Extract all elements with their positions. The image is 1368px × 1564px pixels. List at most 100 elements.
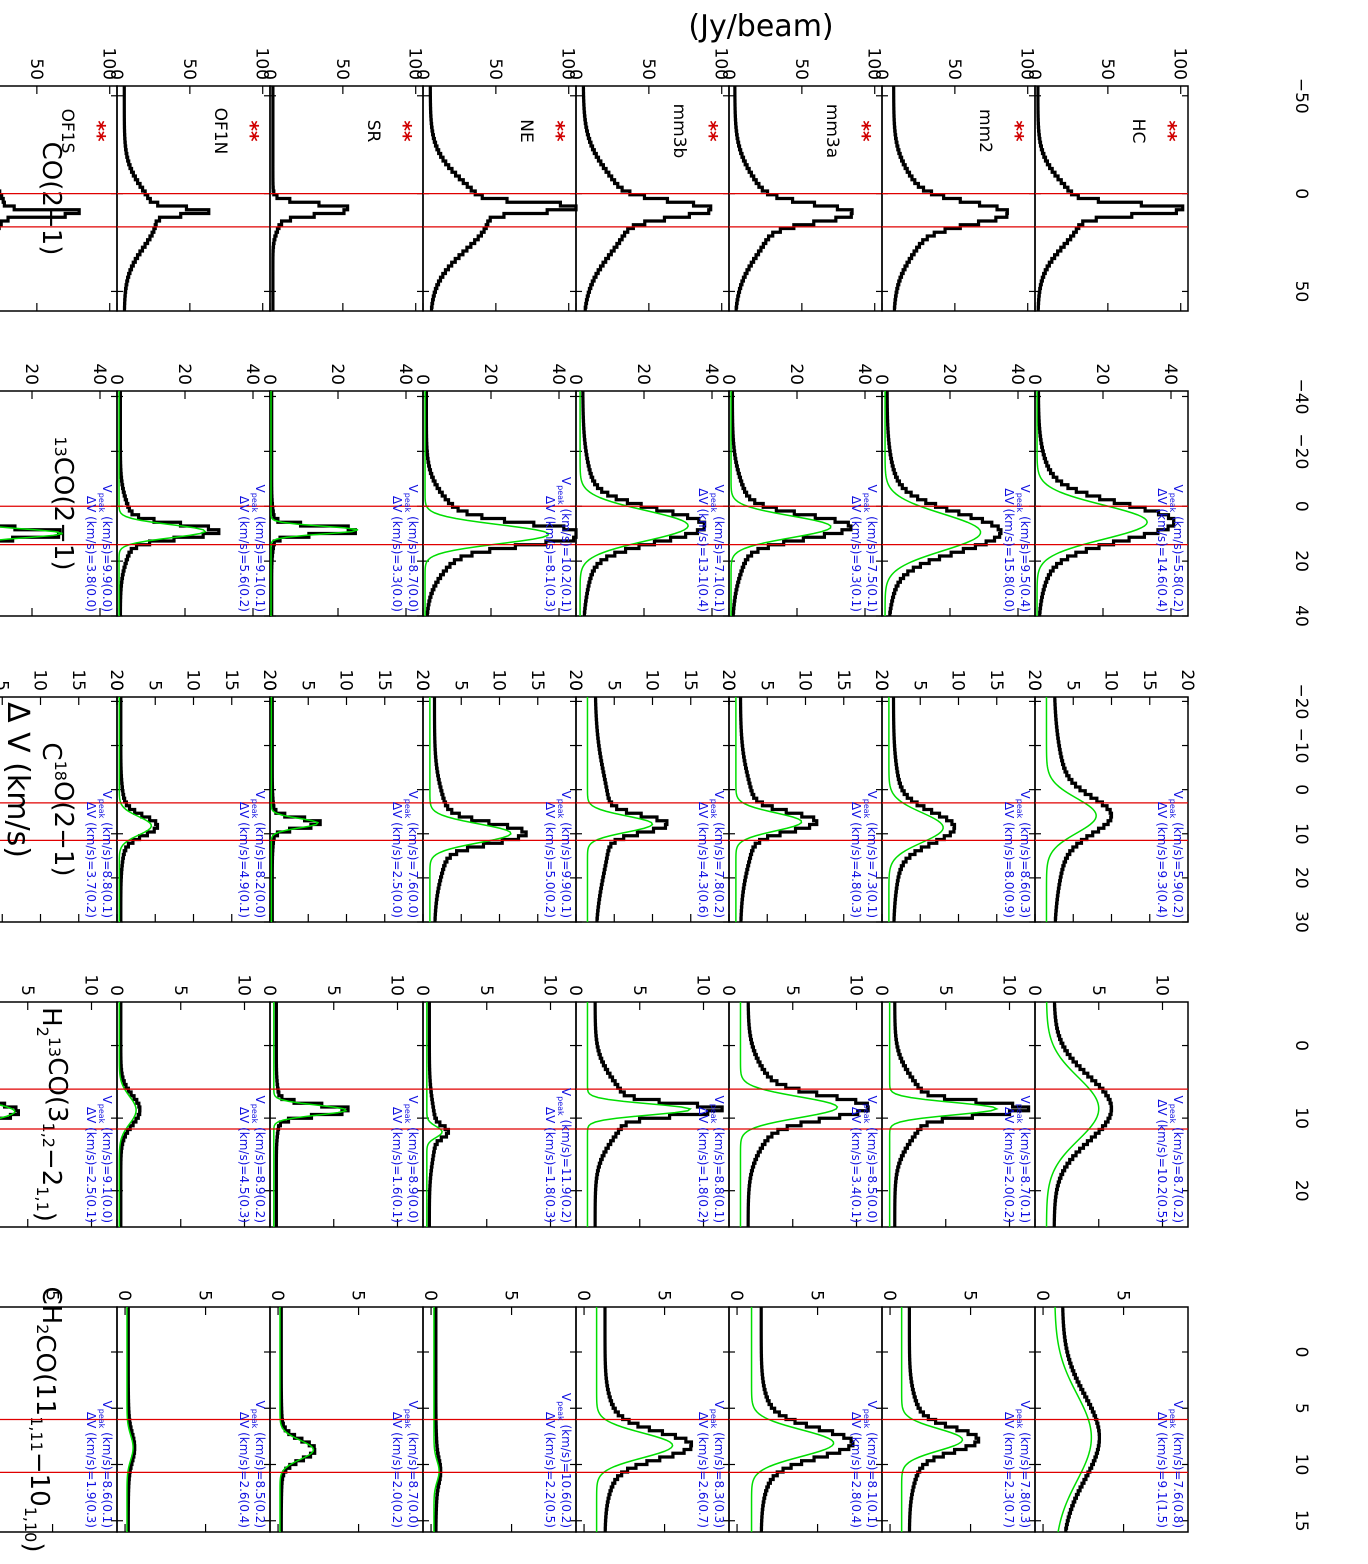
gaussian-fit-line xyxy=(118,391,207,616)
vpeak-subscript: peak xyxy=(403,799,412,819)
vpeak-subscript: peak xyxy=(97,493,106,513)
vpeak-unit: (km/s)= xyxy=(865,512,879,564)
vpeak-annotation: Vpeak (km/s)=8.6(0.1) xyxy=(97,1401,114,1528)
title-main: CO(2−1) xyxy=(36,142,66,256)
y-tick-label: 100 xyxy=(1170,48,1190,80)
vpeak-unit: (km/s)= xyxy=(1018,1123,1032,1175)
panel-mm3b: 0 5 10 15 20 Vpeak (km/s)=7.8(0.2)ΔV (km/s)=4… xyxy=(565,669,738,923)
panel-HC: 0 5 10 15 20 Vpeak (km/s)=5.9(0.2)ΔV (km/s)=9… xyxy=(1024,669,1197,923)
dv-value: ΔV (km/s)=5.6(0.2) xyxy=(237,496,251,612)
vpeak-annotation: Vpeak (km/s)=7.3(0.1) xyxy=(862,791,879,918)
title-main: O(2−1) xyxy=(48,781,78,877)
vpeak-subscript: peak xyxy=(250,493,259,513)
y-axis-label: (Jy/beam) xyxy=(688,9,833,44)
y-tick-label: 40 xyxy=(1007,363,1027,385)
y-tick-label: 20 xyxy=(633,363,653,385)
y-tick-label: 0 xyxy=(871,69,891,80)
y-tick-label: 0 xyxy=(412,680,432,691)
x-tick-label: 0 xyxy=(1291,1040,1311,1051)
dv-annotation: ΔV (km/s)=8.1(0.3) xyxy=(543,496,557,612)
vpeak-annotation: Vpeak (km/s)=8.5(0.0) xyxy=(862,1096,879,1223)
y-tick-label: 15 xyxy=(527,669,547,691)
title-superscript: 13 xyxy=(45,1037,64,1057)
y-tick-label: 0 xyxy=(565,680,585,691)
vpeak-subscript: peak xyxy=(709,799,718,819)
y-tick-label: 20 xyxy=(21,363,41,385)
vpeak-annotation: Vpeak (km/s)=7.1(0.1) xyxy=(709,485,726,612)
vpeak-subscript: peak xyxy=(862,1409,871,1429)
y-tick-label: 0 xyxy=(565,69,585,80)
y-tick-label: 5 xyxy=(0,680,11,691)
x-tick-label: 10 xyxy=(1291,1454,1311,1476)
dv-annotation: ΔV (km/s)=2.0(0.2) xyxy=(390,1412,404,1528)
y-tick-label: 10 xyxy=(336,669,356,691)
y-tick-label: 0 xyxy=(1024,680,1044,691)
y-tick-label: 5 xyxy=(960,1290,980,1301)
vpeak-subscript: peak xyxy=(97,1409,106,1429)
vpeak-subscript: peak xyxy=(97,1104,106,1124)
vpeak-unit: (km/s)= xyxy=(559,505,573,557)
vpeak-annotation: Vpeak (km/s)=10.6(0.2) xyxy=(556,1393,573,1528)
vpeak-symbol: V xyxy=(100,1401,114,1410)
vpeak-symbol: V xyxy=(1018,1401,1032,1410)
y-tick-label: 0 xyxy=(718,985,738,996)
y-tick-label: 50 xyxy=(791,58,811,80)
rotated-plot-frame: CO(2−1)−50050050100**OF1S050100**OF1N050… xyxy=(0,9,1311,1553)
vpeak-symbol: V xyxy=(406,1401,420,1410)
vpeak-unit: (km/s)= xyxy=(406,818,420,870)
spectrum-line xyxy=(427,1002,451,1227)
vpeak-annotation: Vpeak (km/s)=8.7(0.1) xyxy=(1015,1096,1032,1223)
dv-value: ΔV (km/s)=2.5(0.0) xyxy=(390,802,404,918)
panel-OF1N: 0 20 40 Vpeak (km/s)=9.1(0.1)ΔV (km/s)=5.6(… xyxy=(106,363,271,617)
spectrum-line xyxy=(885,391,1003,616)
y-tick-label: 5 xyxy=(629,985,649,996)
vpeak-value: 7.5(0.1) xyxy=(865,564,879,612)
detection-stars: ** xyxy=(545,121,569,142)
vpeak-symbol: V xyxy=(253,791,267,800)
spectrum-line xyxy=(122,86,211,311)
vpeak-subscript: peak xyxy=(556,1401,565,1421)
dv-value: ΔV (km/s)=2.6(0.4) xyxy=(237,1412,251,1528)
panel-SR: 0 5 10 15 20 Vpeak (km/s)=7.6(0.0)ΔV (km/s)=2… xyxy=(259,669,432,923)
vpeak-value: 7.8(0.3) xyxy=(1018,1480,1032,1528)
vpeak-value: 7.1(0.1) xyxy=(712,564,726,612)
vpeak-subscript: peak xyxy=(862,493,871,513)
vpeak-value: 8.5(0.2) xyxy=(253,1480,267,1528)
spectrum-line xyxy=(581,391,707,616)
source-name: SR xyxy=(363,120,383,143)
y-tick-label: 40 xyxy=(548,363,568,385)
vpeak-annotation: Vpeak (km/s)=9.1(0.0) xyxy=(97,1096,114,1223)
y-tick-label: 10 xyxy=(795,669,815,691)
vpeak-annotation: Vpeak (km/s)=8.9(0.0) xyxy=(403,1096,420,1223)
vpeak-unit: (km/s)= xyxy=(100,512,114,564)
panel-mm3a: 0 5 10 Vpeak (km/s)=8.5(0.0)ΔV (km/s)=3.4(0… xyxy=(718,974,883,1228)
dv-annotation: ΔV (km/s)=1.9(0.3) xyxy=(84,1412,98,1528)
vpeak-unit: (km/s)= xyxy=(712,1428,726,1480)
dv-annotation: ΔV (km/s)=2.6(0.7) xyxy=(696,1412,710,1528)
vpeak-subscript: peak xyxy=(1168,799,1177,819)
vpeak-unit: (km/s)= xyxy=(100,1123,114,1175)
panel-frame xyxy=(1034,390,1189,617)
vpeak-symbol: V xyxy=(712,485,726,494)
y-tick-label: 0 xyxy=(106,985,126,996)
dv-annotation: ΔV (km/s)=4.9(0.1) xyxy=(237,802,251,918)
x-tick-label: 20 xyxy=(1291,550,1311,572)
spectrum-line xyxy=(119,697,160,922)
vpeak-value: 8.6(0.3) xyxy=(1018,870,1032,918)
vpeak-annotation: Vpeak (km/s)=8.3(0.3) xyxy=(709,1401,726,1528)
y-tick-label: 0 xyxy=(1032,1290,1052,1301)
y-tick-label: 0 xyxy=(259,374,279,385)
gaussian-fit-line xyxy=(1036,391,1148,616)
panel-mm3a: 0 50 100 ** mm3a xyxy=(718,48,884,312)
y-tick-label: 0 xyxy=(726,1290,746,1301)
vpeak-subscript: peak xyxy=(1168,493,1177,513)
dv-value: ΔV (km/s)=3.4(0.1) xyxy=(849,1107,863,1223)
x-tick-label: 10 xyxy=(1291,1107,1311,1129)
dv-value: ΔV (km/s)=4.3(0.6) xyxy=(696,802,710,918)
vpeak-subscript: peak xyxy=(1015,1104,1024,1124)
vpeak-unit: (km/s)= xyxy=(253,1123,267,1175)
column-2: 13CO(2−1)−40−200204002040Vpeak (km/s)=9.… xyxy=(0,363,1311,627)
vpeak-unit: (km/s)= xyxy=(1018,1428,1032,1480)
vpeak-annotation: Vpeak (km/s)=8.5(0.2) xyxy=(250,1401,267,1528)
